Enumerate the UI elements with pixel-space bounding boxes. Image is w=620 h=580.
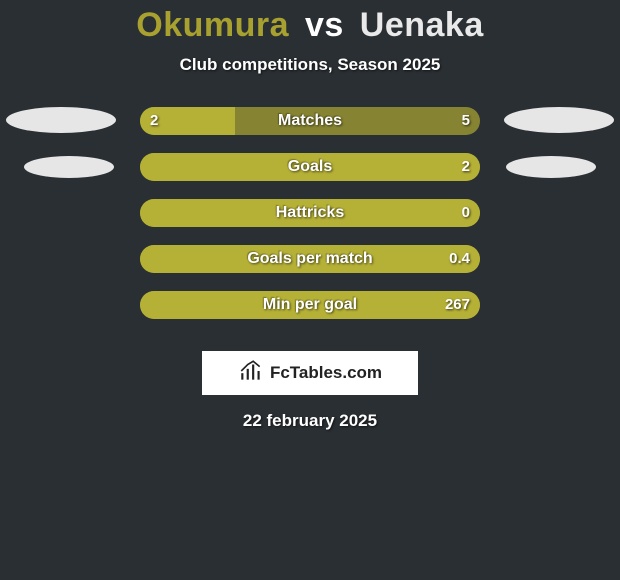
stat-bar bbox=[140, 245, 480, 273]
player2-marker bbox=[506, 156, 596, 178]
title-player1: Okumura bbox=[136, 6, 289, 44]
stat-bar-left-fill bbox=[140, 245, 480, 273]
stat-bar-left-fill bbox=[140, 107, 235, 135]
stat-bar-left-fill bbox=[140, 153, 480, 181]
stat-bar-left-fill bbox=[140, 199, 480, 227]
subtitle: Club competitions, Season 2025 bbox=[0, 55, 620, 75]
comparison-chart: Matches25Goals2Hattricks0Goals per match… bbox=[0, 107, 620, 337]
stat-bar bbox=[140, 291, 480, 319]
logo-text: FcTables.com bbox=[270, 363, 382, 383]
comparison-infographic: Okumura vs Uenaka Club competitions, Sea… bbox=[0, 0, 620, 580]
stat-bar bbox=[140, 199, 480, 227]
stat-row: Goals per match0.4 bbox=[0, 245, 620, 291]
page-title: Okumura vs Uenaka bbox=[0, 0, 620, 45]
stat-row: Matches25 bbox=[0, 107, 620, 153]
player1-marker bbox=[6, 107, 116, 133]
stat-row: Hattricks0 bbox=[0, 199, 620, 245]
stat-row: Min per goal267 bbox=[0, 291, 620, 337]
stat-bar bbox=[140, 107, 480, 135]
title-vs: vs bbox=[305, 6, 344, 44]
stat-bar-left-fill bbox=[140, 291, 480, 319]
source-logo: FcTables.com bbox=[202, 351, 418, 395]
player2-marker bbox=[504, 107, 614, 133]
bar-chart-icon bbox=[238, 358, 264, 389]
stat-row: Goals2 bbox=[0, 153, 620, 199]
date-label: 22 february 2025 bbox=[0, 411, 620, 431]
stat-bar bbox=[140, 153, 480, 181]
player1-marker bbox=[24, 156, 114, 178]
title-player2: Uenaka bbox=[360, 6, 484, 44]
